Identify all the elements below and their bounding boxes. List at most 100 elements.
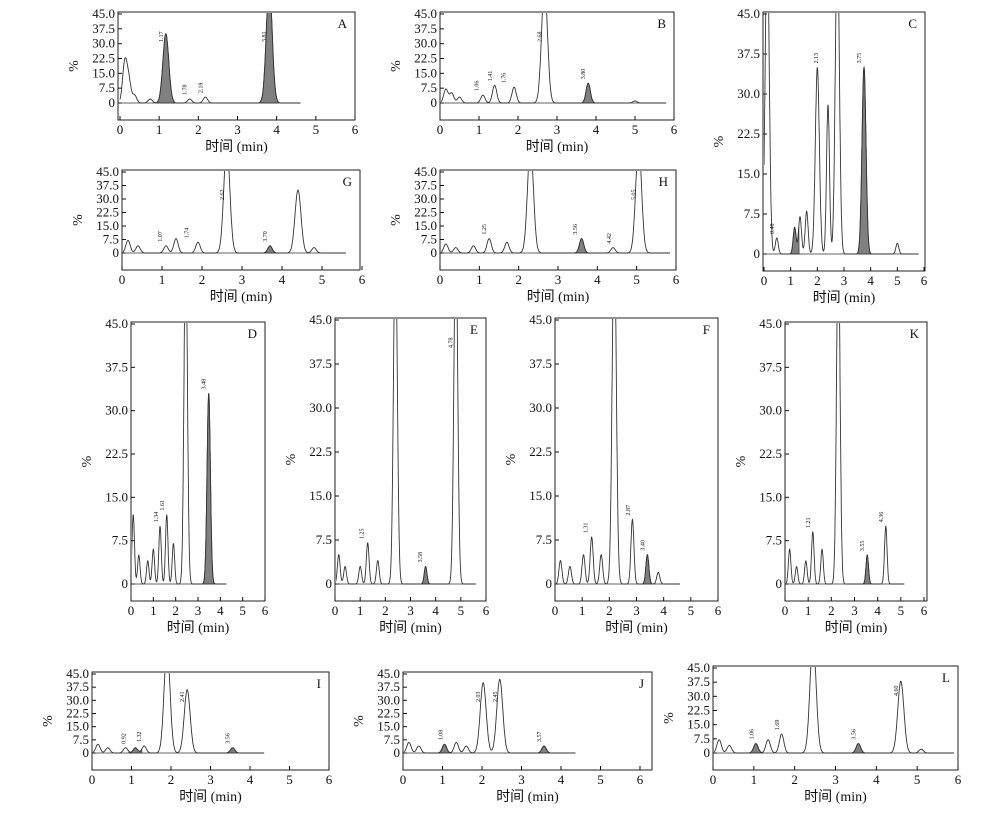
x-tick-label: 2 bbox=[172, 603, 179, 618]
peak-label: 5.05 bbox=[632, 190, 638, 201]
x-tick-label: 0 bbox=[710, 772, 717, 787]
x-tick-label: 5 bbox=[239, 603, 246, 618]
y-tick-label: 22.5 bbox=[105, 446, 128, 461]
peak-label: 3.48 bbox=[202, 379, 208, 390]
peak-label: 1.41 bbox=[488, 71, 494, 82]
y-tick-label: 22.5 bbox=[687, 703, 710, 718]
plot-frame bbox=[439, 169, 677, 271]
peak-label: 1.78 bbox=[183, 85, 189, 96]
x-tick-label: 3 bbox=[555, 272, 562, 287]
y-tick-label: 30.0 bbox=[414, 191, 437, 206]
y-tick-label: 30.0 bbox=[414, 36, 437, 51]
x-tick-label: 0 bbox=[332, 603, 339, 618]
chromatogram-trace bbox=[556, 319, 680, 585]
plot-frame bbox=[784, 321, 928, 602]
chromatogram-trace bbox=[336, 319, 476, 585]
x-tick-label: 2 bbox=[515, 122, 522, 137]
x-tick-label: 5 bbox=[914, 772, 921, 787]
x-tick-label: 6 bbox=[359, 272, 366, 287]
y-tick-label: 22.5 bbox=[737, 126, 760, 141]
peak-label: 3.81 bbox=[262, 32, 268, 43]
y-axis-label: % bbox=[662, 712, 677, 724]
y-tick-label: 37.5 bbox=[309, 356, 332, 371]
x-tick-label: 4 bbox=[217, 603, 224, 618]
y-tick-label: 30.0 bbox=[687, 688, 710, 703]
x-tick-label: 0 bbox=[400, 772, 407, 787]
x-tick-label: 5 bbox=[898, 603, 905, 618]
x-tick-label: 0 bbox=[552, 603, 559, 618]
peak-label: 1.74 bbox=[185, 228, 191, 239]
y-tick-label: 37.5 bbox=[737, 46, 760, 61]
x-tick-label: 4 bbox=[660, 603, 667, 618]
y-tick-label: 22.5 bbox=[759, 446, 782, 461]
x-tick-label: 3 bbox=[633, 603, 640, 618]
y-tick-label: 0 bbox=[83, 745, 90, 760]
peak-label: 1.07 bbox=[158, 231, 164, 242]
y-tick-label: 30.0 bbox=[96, 191, 119, 206]
y-tick-label: 30.0 bbox=[529, 400, 552, 415]
y-tick-label: 45.0 bbox=[759, 316, 782, 331]
x-tick-label: 2 bbox=[382, 603, 389, 618]
x-tick-label: 5 bbox=[632, 122, 639, 137]
y-tick-label: 15.0 bbox=[759, 489, 782, 504]
x-tick-label: 2 bbox=[479, 772, 486, 787]
y-tick-label: 37.5 bbox=[529, 356, 552, 371]
y-tick-label: 30.0 bbox=[66, 692, 89, 707]
y-tick-label: 0 bbox=[113, 245, 120, 260]
x-tick-label: 5 bbox=[894, 273, 901, 288]
y-tick-label: 45.0 bbox=[92, 6, 115, 21]
peak-label: 1.17 bbox=[159, 32, 165, 43]
panel-label: H bbox=[659, 174, 668, 189]
y-tick-label: 22.5 bbox=[96, 205, 119, 220]
trace-group: 0.92 1.32 2.41 3.56 bbox=[93, 673, 265, 754]
trace-group: 1.25 3.56 4.42 5.05 bbox=[441, 171, 671, 254]
x-axis-label: 时间 (min) bbox=[804, 789, 867, 805]
plot-frame bbox=[334, 317, 487, 602]
y-tick-label: 45.0 bbox=[414, 6, 437, 21]
x-axis-label: 时间 (min) bbox=[496, 789, 559, 805]
y-tick-label: 45.0 bbox=[105, 316, 128, 331]
x-tick-label: 4 bbox=[867, 273, 874, 288]
plot-frame bbox=[554, 317, 719, 602]
plot-frame bbox=[130, 321, 266, 602]
y-tick-label: 30.0 bbox=[377, 692, 400, 707]
panel-label: I bbox=[317, 676, 321, 691]
y-tick-label: 37.5 bbox=[759, 359, 782, 374]
panel-label: C bbox=[908, 16, 917, 31]
y-tick-label: 22.5 bbox=[309, 444, 332, 459]
y-tick-label: 15.0 bbox=[377, 719, 400, 734]
y-tick-label: 15.0 bbox=[309, 488, 332, 503]
x-tick-label: 5 bbox=[458, 603, 465, 618]
trace-group: 0.48 2.13 3.75 bbox=[764, 13, 919, 255]
peak-label: 3.55 bbox=[860, 541, 866, 552]
x-axis-label: 时间 (min) bbox=[527, 289, 590, 305]
x-tick-label: 6 bbox=[637, 772, 644, 787]
x-tick-label: 0 bbox=[89, 772, 96, 787]
y-tick-label: 37.5 bbox=[414, 178, 437, 193]
y-tick-label: 7.5 bbox=[384, 732, 400, 747]
peak-label: 1.21 bbox=[806, 518, 812, 529]
x-tick-label: 1 bbox=[787, 273, 794, 288]
trace-group: 1.21 3.55 4.36 bbox=[786, 323, 905, 585]
peak-label: 0.48 bbox=[770, 224, 776, 235]
x-tick-label: 6 bbox=[921, 603, 928, 618]
trace-group: 1.07 1.74 2.62 3.70 bbox=[123, 171, 346, 254]
y-tick-label: 22.5 bbox=[92, 51, 115, 66]
x-tick-label: 4 bbox=[247, 772, 254, 787]
x-axis-label: 时间 (min) bbox=[379, 620, 442, 636]
x-tick-label: 2 bbox=[168, 772, 175, 787]
peak-label: 4.78 bbox=[448, 338, 454, 349]
x-tick-label: 0 bbox=[117, 122, 124, 137]
peak-label: 1.25 bbox=[482, 224, 488, 235]
y-tick-label: 15.0 bbox=[529, 488, 552, 503]
y-tick-label: 45.0 bbox=[309, 312, 332, 327]
peak-label: 3.75 bbox=[857, 53, 863, 64]
peak-label: 3.40 bbox=[640, 540, 646, 551]
x-tick-label: 6 bbox=[673, 272, 680, 287]
x-tick-label: 3 bbox=[407, 603, 414, 618]
